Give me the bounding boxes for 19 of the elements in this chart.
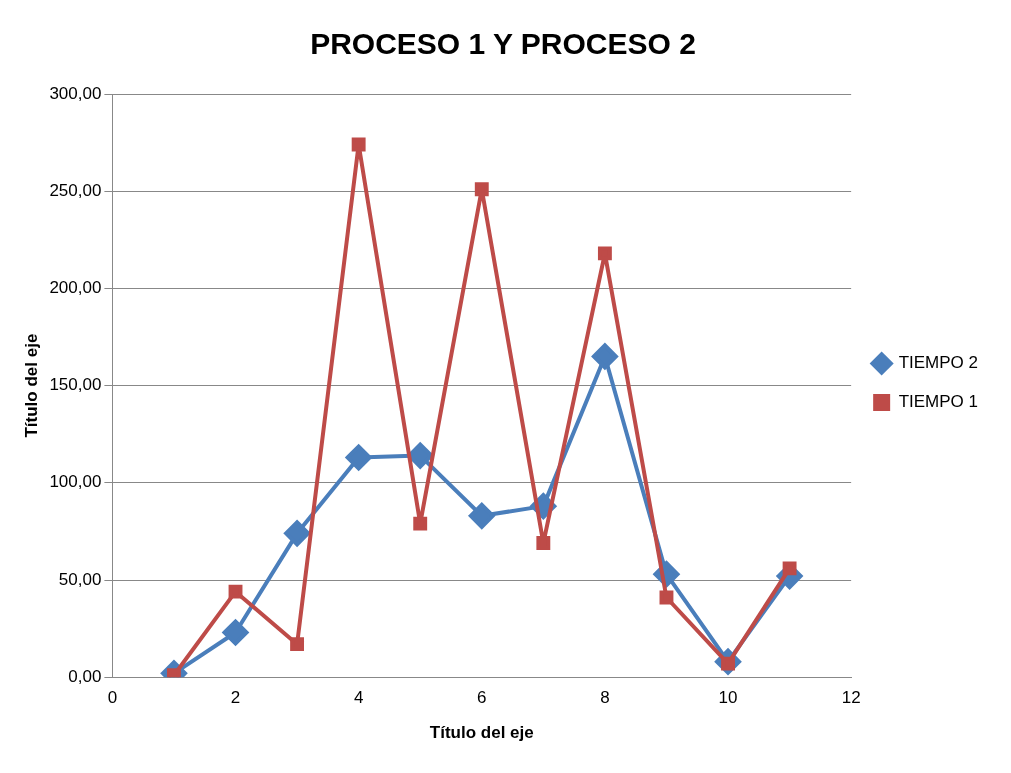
x-tick-label: 12 <box>841 688 861 708</box>
x-tick-label: 10 <box>718 688 738 708</box>
y-tick-label: 100,00 <box>49 472 102 492</box>
x-axis-title: Título del eje <box>429 723 534 743</box>
y-axis-title: Título del eje <box>21 333 41 438</box>
x-tick-label: 4 <box>353 688 364 708</box>
y-tick-label: 200,00 <box>49 278 102 298</box>
y-tick-label: 0,00 <box>68 666 102 686</box>
x-tick-label: 0 <box>107 688 118 708</box>
x-tick-label: 2 <box>230 688 241 708</box>
y-tick-label: 250,00 <box>49 180 102 200</box>
y-tick-label: 50,00 <box>58 569 102 589</box>
x-tick-label: 8 <box>600 688 610 708</box>
y-tick-label: 300,00 <box>49 83 102 103</box>
chart-title: PROCESO 1 Y PROCESO 2 <box>310 27 696 61</box>
legend-label: TIEMPO 2 <box>898 353 979 373</box>
legend-label: TIEMPO 1 <box>898 392 979 412</box>
y-tick-label: 150,00 <box>49 375 102 395</box>
x-tick-label: 6 <box>477 688 487 708</box>
